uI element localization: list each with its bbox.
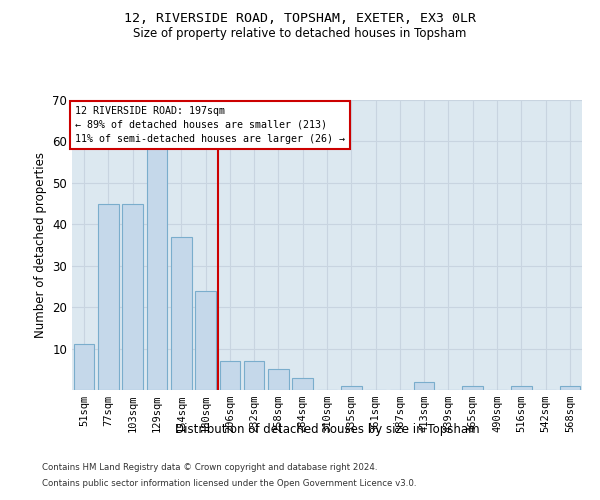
Bar: [171, 236, 191, 390]
Bar: [463, 386, 483, 390]
Text: 12 RIVERSIDE ROAD: 197sqm
← 89% of detached houses are smaller (213)
11% of semi: 12 RIVERSIDE ROAD: 197sqm ← 89% of detac…: [74, 106, 344, 144]
Bar: [414, 382, 434, 390]
Text: 12, RIVERSIDE ROAD, TOPSHAM, EXETER, EX3 0LR: 12, RIVERSIDE ROAD, TOPSHAM, EXETER, EX3…: [124, 12, 476, 26]
Bar: [74, 344, 94, 390]
Bar: [244, 361, 265, 390]
Bar: [195, 290, 216, 390]
Text: Contains public sector information licensed under the Open Government Licence v3: Contains public sector information licen…: [42, 478, 416, 488]
Y-axis label: Number of detached properties: Number of detached properties: [34, 152, 47, 338]
Bar: [560, 386, 580, 390]
Bar: [292, 378, 313, 390]
Text: Contains HM Land Registry data © Crown copyright and database right 2024.: Contains HM Land Registry data © Crown c…: [42, 464, 377, 472]
Text: Distribution of detached houses by size in Topsham: Distribution of detached houses by size …: [175, 422, 479, 436]
Text: Size of property relative to detached houses in Topsham: Size of property relative to detached ho…: [133, 28, 467, 40]
Bar: [98, 204, 119, 390]
Bar: [146, 146, 167, 390]
Bar: [341, 386, 362, 390]
Bar: [268, 370, 289, 390]
Bar: [511, 386, 532, 390]
Bar: [220, 361, 240, 390]
Bar: [122, 204, 143, 390]
